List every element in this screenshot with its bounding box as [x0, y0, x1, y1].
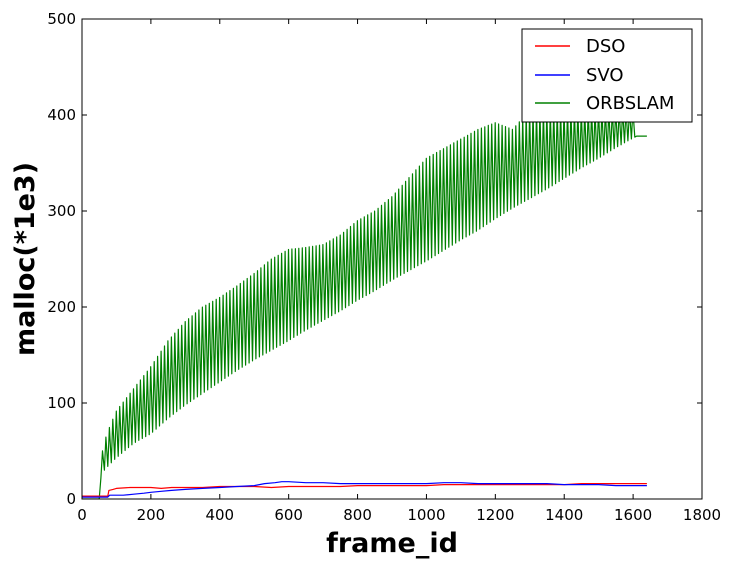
y-tick-label: 500 [47, 10, 76, 28]
y-tick-label: 100 [47, 394, 76, 412]
y-tick-label: 200 [47, 298, 76, 316]
x-tick-label: 1600 [614, 506, 652, 524]
x-tick-label: 1800 [683, 506, 721, 524]
x-tick-label: 1000 [407, 506, 445, 524]
series-line-svo [82, 481, 647, 498]
x-tick-label: 1200 [476, 506, 514, 524]
y-tick-label: 0 [66, 490, 76, 508]
plot-area-frame [81, 18, 703, 500]
x-tick-label: 800 [343, 506, 372, 524]
x-tick-label: 400 [205, 506, 234, 524]
y-tick-label: 300 [47, 202, 76, 220]
legend: DSO SVO ORBSLAM [521, 28, 693, 123]
y-axis: 0 100 200 300 400 500 [47, 10, 702, 508]
series-line-orbslam [82, 109, 647, 499]
series-layer [82, 109, 647, 499]
x-tick-label: 1400 [545, 506, 583, 524]
legend-label-dso: DSO [586, 36, 625, 57]
x-tick-label: 600 [274, 506, 303, 524]
x-tick-label: 200 [137, 506, 166, 524]
x-axis-title: frame_id [326, 528, 458, 559]
y-tick-label: 400 [47, 106, 76, 124]
legend-label-svo: SVO [586, 65, 624, 86]
legend-label-orbslam: ORBSLAM [586, 93, 674, 114]
x-axis: 0 200 400 600 800 1000 1200 1400 1600 1800 [77, 19, 721, 524]
x-tick-label: 0 [77, 506, 87, 524]
series-line-dso [82, 483, 647, 497]
y-axis-title: malloc(*1e3) [10, 162, 41, 356]
